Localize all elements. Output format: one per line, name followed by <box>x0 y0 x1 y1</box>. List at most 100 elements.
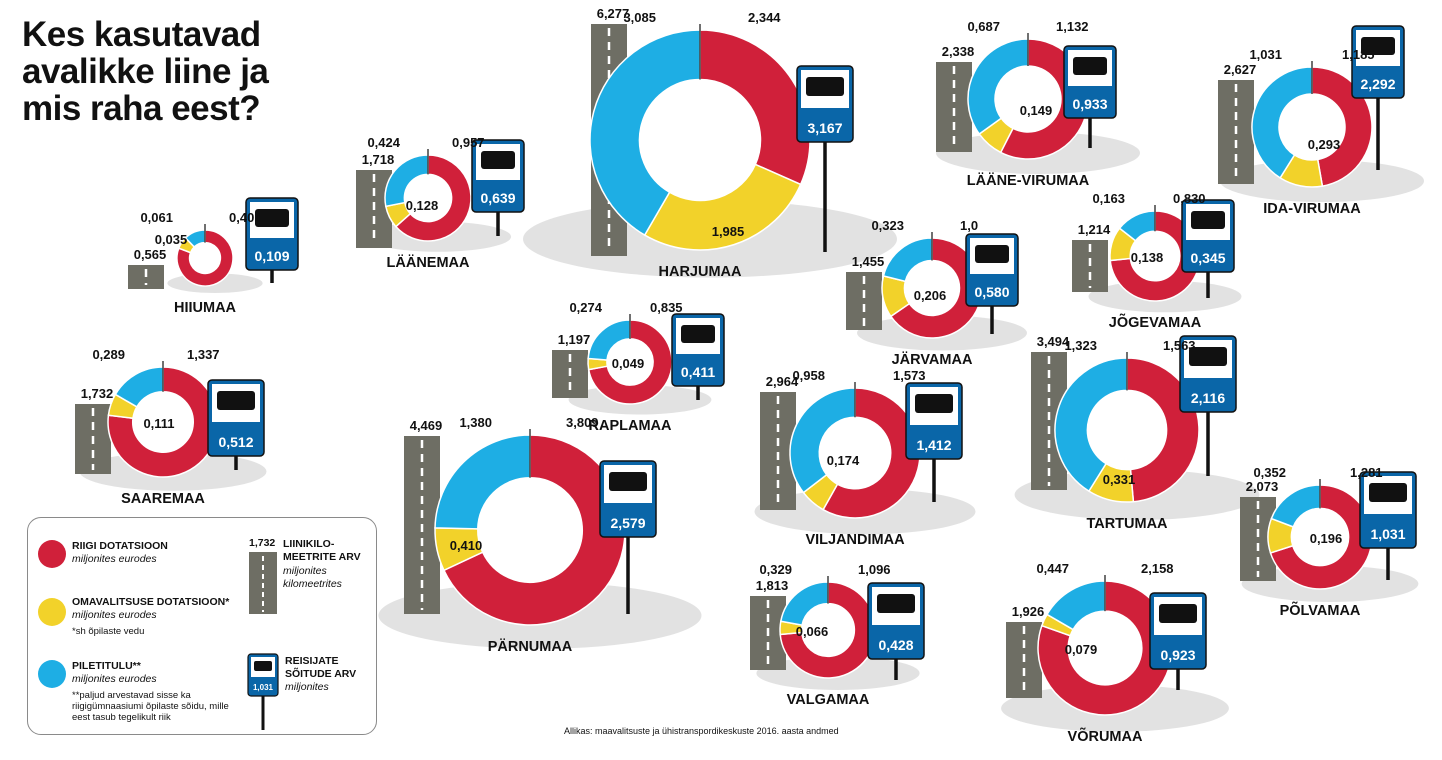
harjumaa-km-label: 6,277 <box>597 6 630 21</box>
legend-state-sub: miljonites eurodes <box>72 553 157 565</box>
j-rvamaa-municipal-label: 0,206 <box>914 288 947 303</box>
ida-virumaa-ticket-label: 1,031 <box>1249 47 1282 62</box>
hiiumaa-municipal-label: 0,035 <box>155 232 188 247</box>
j-rvamaa-trips-label: 0,580 <box>974 284 1009 300</box>
v-rumaa-county-name: VÕRUMAA <box>1068 727 1143 745</box>
p-lvamaa-hole <box>1291 508 1349 566</box>
l-nemaa-state-label: 0,957 <box>452 135 485 150</box>
saaremaa-municipal-label: 0,111 <box>143 416 174 431</box>
raplamaa-ticket-label: 0,274 <box>569 300 602 315</box>
l-nemaa-municipal-label: 0,128 <box>406 198 439 213</box>
v-rumaa-state-label: 2,158 <box>1141 561 1174 576</box>
valgamaa-state-label: 1,096 <box>858 562 891 577</box>
tartumaa-trips-label: 2,116 <box>1191 390 1225 406</box>
saaremaa-bus-icon <box>217 391 255 410</box>
page-title: Kes kasutavad avalikke liine ja mis raha… <box>22 16 322 127</box>
viljandimaa-km-label: 2,964 <box>766 374 799 389</box>
saaremaa-state-label: 1,337 <box>187 347 220 362</box>
p-rnumaa-state-label: 3,809 <box>566 415 599 430</box>
p-lvamaa-bus-icon <box>1369 483 1407 502</box>
j-gevamaa-bus-icon <box>1191 211 1225 229</box>
l-ne-virumaa-county-name: LÄÄNE-VIRUMAA <box>967 172 1090 189</box>
legend-trips-sample: 1,031 <box>253 683 274 692</box>
j-rvamaa-state-label: 1,0 <box>960 218 978 233</box>
v-rumaa-hole <box>1068 611 1142 685</box>
viljandimaa-municipal-label: 0,174 <box>827 453 860 468</box>
legend-municipal: OMAVALITSUSE DOTATSIOON* miljonites euro… <box>72 596 262 637</box>
legend-state-swatch <box>38 540 66 568</box>
harjumaa-bus-icon <box>806 77 844 96</box>
v-rumaa-km-label: 1,926 <box>1012 604 1045 619</box>
tartumaa-km-label: 3,494 <box>1037 334 1070 349</box>
title-line-3: mis raha eest? <box>22 89 261 128</box>
j-gevamaa-hole <box>1130 231 1180 281</box>
j-gevamaa-state-label: 0,830 <box>1173 191 1206 206</box>
saaremaa-hole <box>132 391 194 453</box>
tartumaa-ticket-label: 1,323 <box>1064 338 1097 353</box>
hiiumaa-trips-label: 0,109 <box>254 248 289 264</box>
ida-virumaa-municipal-label: 0,293 <box>1308 137 1341 152</box>
saaremaa-ticket-label: 0,289 <box>92 347 125 362</box>
legend-bus-icon <box>254 661 272 671</box>
l-ne-virumaa-trips-label: 0,933 <box>1072 96 1107 112</box>
j-gevamaa-ticket-label: 0,163 <box>1092 191 1125 206</box>
title-line-2: avalikke liine ja <box>22 52 269 91</box>
p-rnumaa-ticket-label: 1,380 <box>459 415 492 430</box>
l-ne-virumaa-hole <box>995 66 1061 132</box>
ida-virumaa-state-label: 1,185 <box>1342 47 1375 62</box>
hiiumaa-ticket-label: 0,061 <box>140 210 173 225</box>
valgamaa-bus-icon <box>877 594 915 613</box>
viljandimaa-hole <box>819 417 891 489</box>
legend-km-title1: LIINIKILO- <box>283 538 335 550</box>
p-rnumaa-bus-icon <box>609 472 647 491</box>
p-rnumaa-hole <box>477 477 583 583</box>
saaremaa-trips-label: 0,512 <box>218 434 253 450</box>
harjumaa-hole <box>639 79 761 201</box>
l-nemaa-bus-icon <box>481 151 515 169</box>
legend: RIIGI DOTATSIOON miljonites eurodes OMAV… <box>27 517 377 735</box>
l-nemaa-county-name: LÄÄNEMAA <box>387 254 470 271</box>
legend-ticket-note: **paljud arvestavad sisse ka riigigümnaa… <box>72 690 229 723</box>
saaremaa-county-name: SAAREMAA <box>121 491 205 507</box>
valgamaa-km-label: 1,813 <box>756 578 789 593</box>
l-ne-virumaa-bus-icon <box>1073 57 1107 75</box>
hiiumaa-km-label: 0,565 <box>134 247 167 262</box>
legend-municipal-sub: miljonites eurodes <box>72 609 157 621</box>
hiiumaa-state-label: 0,401 <box>229 210 262 225</box>
legend-ticket-title: PILETITULU** <box>72 660 141 672</box>
harjumaa-county-name: HARJUMAA <box>659 264 743 280</box>
raplamaa-hole <box>606 338 654 386</box>
v-rumaa-municipal-label: 0,079 <box>1065 642 1098 657</box>
j-gevamaa-county-name: JÕGEVAMAA <box>1109 313 1202 331</box>
tartumaa-state-label: 1,563 <box>1163 338 1196 353</box>
tartumaa-municipal-label: 0,331 <box>1103 472 1136 487</box>
legend-ticket-sub: miljonites eurodes <box>72 673 157 685</box>
l-ne-virumaa-km-label: 2,338 <box>942 44 975 59</box>
legend-trips-sub: miljonites <box>285 681 330 693</box>
p-lvamaa-ticket-label: 0,352 <box>1253 465 1286 480</box>
l-nemaa-ticket-label: 0,424 <box>367 135 400 150</box>
legend-municipal-swatch <box>38 598 66 626</box>
ida-virumaa-trips-label: 2,292 <box>1360 76 1395 92</box>
ida-virumaa-km-label: 2,627 <box>1224 62 1257 77</box>
source-note: Allikas: maavalitsuste ja ühistranspordi… <box>564 726 839 736</box>
j-rvamaa-km-label: 1,455 <box>852 254 885 269</box>
p-rnumaa-county-name: PÄRNUMAA <box>488 638 573 655</box>
hiiumaa-hole <box>189 242 221 274</box>
raplamaa-bus-icon <box>681 325 715 343</box>
harjumaa-municipal-label: 1,985 <box>712 224 745 239</box>
raplamaa-municipal-label: 0,049 <box>612 356 645 371</box>
harjumaa-state-label: 2,344 <box>748 10 781 25</box>
hiiumaa-bus-icon <box>255 209 289 227</box>
v-rumaa-bus-icon <box>1159 604 1197 623</box>
p-lvamaa-state-label: 1,281 <box>1350 465 1383 480</box>
j-rvamaa-county-name: JÄRVAMAA <box>892 351 973 368</box>
l-nemaa-hole <box>404 174 452 222</box>
j-gevamaa-trips-label: 0,345 <box>1190 250 1225 266</box>
ida-virumaa-county-name: IDA-VIRUMAA <box>1263 201 1361 217</box>
raplamaa-county-name: RAPLAMAA <box>589 418 672 434</box>
legend-km-title2: MEETRITE ARV <box>283 551 361 563</box>
legend-icons: 1,732 LIINIKILO- MEETRITE ARV miljonites… <box>247 537 361 730</box>
